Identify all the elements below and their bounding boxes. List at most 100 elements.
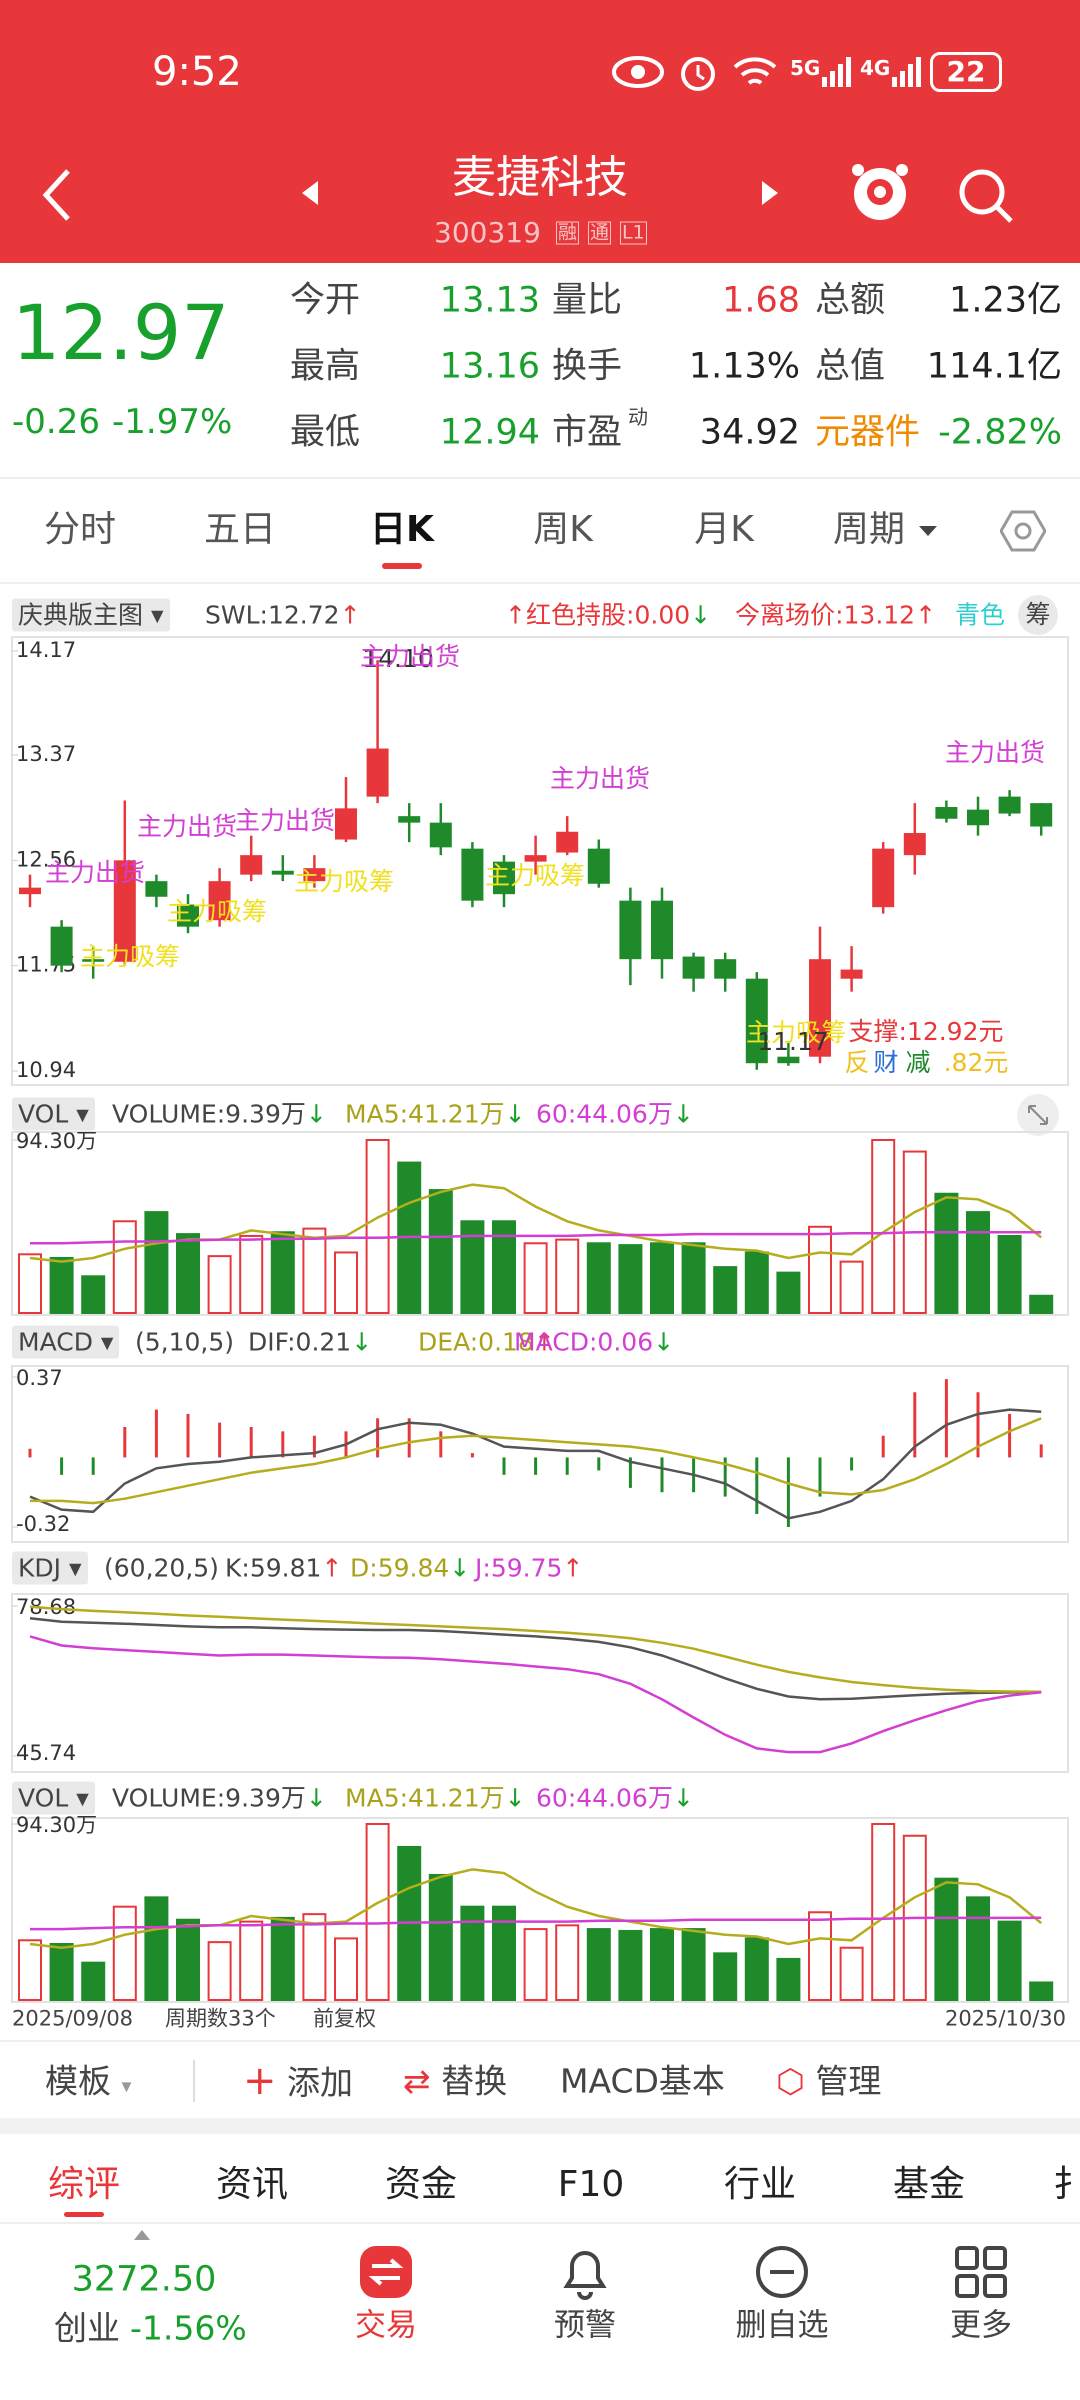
- expand-button[interactable]: [1015, 1092, 1061, 1138]
- annotation: 主力出货: [945, 738, 1045, 767]
- annotation: 主力吸筹: [746, 1018, 846, 1047]
- volume-bar: [112, 1905, 137, 2001]
- bottom-tab[interactable]: 资讯: [215, 2164, 289, 2205]
- period-tab[interactable]: 周K: [533, 509, 593, 550]
- annotation: 反: [844, 1048, 869, 1077]
- stat-label: 总值: [815, 346, 886, 387]
- back-button[interactable]: [38, 165, 78, 225]
- wifi-icon: [733, 57, 777, 85]
- period-tab[interactable]: 月K: [694, 509, 754, 550]
- net-label: 5G: [790, 56, 821, 80]
- bottom-tab[interactable]: 基金: [892, 2164, 966, 2205]
- annotation: .82元: [944, 1048, 1009, 1077]
- indicator-select[interactable]: VOL ▾: [12, 1097, 95, 1131]
- kdj-line: [29, 1605, 1042, 1694]
- divider: [0, 2222, 1080, 2224]
- macd-line: [29, 1408, 1042, 1520]
- bottom-tab[interactable]: 资金: [384, 2164, 458, 2205]
- candle-body: [366, 748, 389, 797]
- period-tab[interactable]: 分时: [43, 509, 117, 550]
- bottom-tab[interactable]: 扌: [1052, 2164, 1080, 2205]
- divider: [0, 477, 1080, 479]
- indicator-select[interactable]: KDJ ▾: [12, 1551, 88, 1585]
- volume-bar: [776, 1957, 801, 2002]
- remove-icon[interactable]: [754, 2244, 810, 2300]
- candle-body: [903, 833, 926, 856]
- nav-label: 更多: [950, 2307, 1012, 2344]
- bottom-tab[interactable]: F10: [557, 2164, 625, 2205]
- volume-ma-line: [30, 1916, 1042, 1931]
- y-tick-label: 12.56: [16, 847, 76, 871]
- annotation: 主力吸筹: [485, 861, 585, 890]
- annotation: 支撑:12.92元: [849, 1017, 1004, 1046]
- stat-label: 最低: [290, 412, 361, 453]
- badge: 通: [588, 221, 612, 245]
- prev-stock[interactable]: [296, 178, 326, 208]
- macd-basic-button[interactable]: MACD基本: [560, 2061, 725, 2101]
- volume-bar: [365, 1139, 390, 1314]
- period-tab[interactable]: 五日: [203, 509, 277, 550]
- nav-label: 删自选: [735, 2307, 829, 2344]
- volume-bar: [681, 1242, 706, 1315]
- next-stock[interactable]: [754, 178, 784, 208]
- indicator-select[interactable]: VOL ▾: [12, 1781, 95, 1815]
- bottom-tab[interactable]: 综评: [47, 2164, 121, 2205]
- volume-bar: [808, 1225, 832, 1314]
- volume-bar: [1029, 1981, 1054, 2001]
- indicator-name: VOL: [18, 1783, 69, 1813]
- signal-icons: [822, 57, 921, 87]
- candle-body: [809, 959, 831, 1057]
- replace-button[interactable]: ⇄ 替换: [403, 2061, 508, 2101]
- volume-bar: [713, 1266, 738, 1315]
- volume-bar: [713, 1952, 738, 2002]
- volume-bar: [334, 1937, 358, 2001]
- annotation: 主力吸筹: [294, 867, 394, 896]
- volume-bar: [302, 1913, 327, 2002]
- more-icon[interactable]: [953, 2244, 1009, 2300]
- candle-body: [303, 868, 326, 882]
- y-tick-label: 94.30万: [16, 1129, 97, 1153]
- volume-bar: [18, 1939, 42, 2002]
- mascot-button[interactable]: [848, 160, 912, 230]
- tab-underline: [64, 2212, 104, 2217]
- chip-button[interactable]: 筹: [1018, 595, 1058, 635]
- indicator-select[interactable]: 庆典版主图 ▾: [12, 598, 170, 632]
- volume-bar: [239, 1920, 264, 2001]
- index-value[interactable]: 3272.50: [71, 2259, 217, 2300]
- indicator-select[interactable]: MACD ▾: [12, 1325, 120, 1359]
- annotation: 财: [873, 1048, 898, 1077]
- period-tab[interactable]: 周期: [832, 509, 906, 550]
- settings-button[interactable]: [1000, 508, 1046, 554]
- volume-bar: [428, 1189, 453, 1314]
- period-tab[interactable]: 日K: [370, 509, 434, 550]
- add-button[interactable]: + 添加: [243, 2058, 354, 2104]
- volume-bar: [492, 1220, 516, 1315]
- top-bar: [0, 0, 1080, 263]
- stat-value: 13.13: [439, 280, 540, 321]
- candle-body: [240, 855, 263, 875]
- candle-body: [145, 881, 168, 897]
- stat-value: 34.92: [699, 412, 800, 453]
- params: (60,20,5): [104, 1553, 219, 1583]
- volume-bar: [81, 1275, 106, 1315]
- legend-item: 60:44.06万↓: [536, 1783, 694, 1813]
- legend-item: VOLUME:9.39万↓: [112, 1099, 327, 1129]
- manage-button[interactable]: ⬡ 管理: [776, 2061, 882, 2101]
- label: 管理: [815, 2061, 882, 2101]
- stat-label: 量比: [552, 280, 623, 321]
- volume-bar: [144, 1211, 169, 1315]
- legend-item: MA5:41.21万↓: [345, 1099, 526, 1129]
- candle-body: [524, 855, 547, 862]
- volume-bar: [207, 1941, 232, 2001]
- trade-icon[interactable]: [358, 2244, 414, 2300]
- bottom-tab[interactable]: 行业: [723, 2164, 797, 2205]
- search-button[interactable]: [956, 166, 1016, 226]
- nav-label: 交易: [355, 2307, 417, 2344]
- volume-bar: [966, 1211, 990, 1315]
- y-tick-label: 0.37: [16, 1366, 63, 1390]
- stat-value: 13.16: [439, 346, 540, 387]
- alert-icon[interactable]: [557, 2244, 613, 2300]
- template-button[interactable]: 模板 ▾: [45, 2061, 132, 2101]
